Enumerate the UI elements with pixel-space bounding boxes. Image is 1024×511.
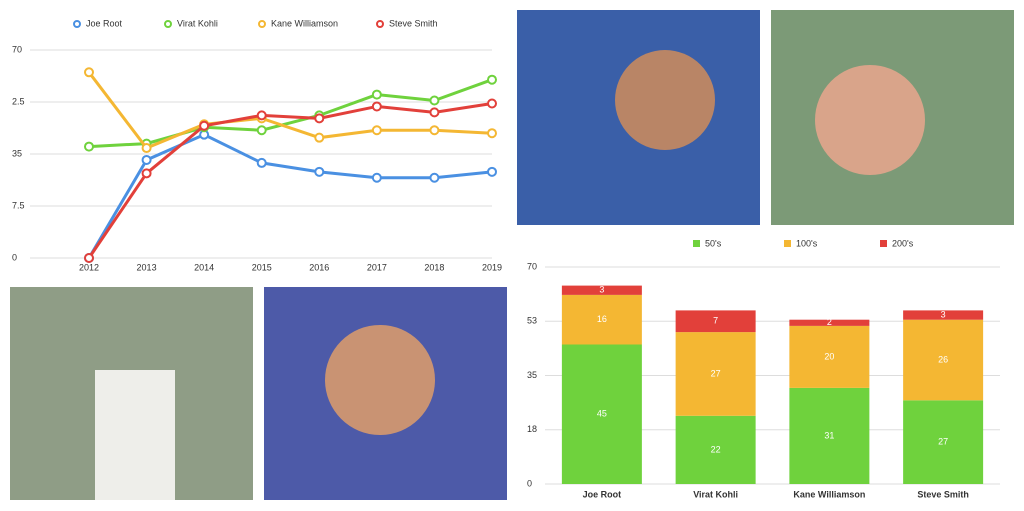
value-label: 3	[599, 285, 604, 295]
line	[87, 102, 493, 259]
point	[141, 168, 152, 179]
line	[87, 133, 493, 259]
x-tick-label: 2013	[137, 262, 157, 272]
value-label: 20	[824, 351, 834, 361]
photo-figure	[95, 370, 175, 500]
value-label: 2	[827, 317, 832, 327]
point	[84, 141, 94, 152]
bar-segment	[903, 319, 984, 401]
point	[429, 107, 440, 118]
legend-marker	[164, 20, 172, 28]
point	[487, 128, 497, 139]
x-tick-label: 2015	[252, 262, 272, 272]
bar-segment	[789, 387, 870, 484]
y-tick-label: 70	[527, 261, 537, 271]
legend-label: 50's	[705, 238, 722, 248]
y-tick-label: 7.5	[12, 200, 25, 210]
y-tick-label: 0	[12, 252, 17, 262]
value-label: 16	[597, 314, 607, 324]
point	[429, 172, 440, 183]
bar-segment	[903, 400, 984, 484]
point	[487, 74, 497, 85]
y-tick-label: 35	[12, 148, 22, 158]
value-label: 45	[597, 409, 607, 419]
point	[314, 113, 325, 124]
x-tick-label: 2012	[79, 262, 99, 272]
x-tick-label: 2016	[309, 262, 329, 272]
x-tick-label: Steve Smith	[917, 489, 969, 499]
point	[371, 101, 382, 112]
point	[314, 132, 325, 143]
x-tick-label: Joe Root	[583, 489, 622, 499]
x-tick-label: Virat Kohli	[693, 489, 738, 499]
point	[256, 125, 267, 136]
value-label: 27	[938, 437, 948, 447]
y-tick-label: 53	[527, 316, 537, 326]
point	[141, 143, 152, 154]
point	[256, 157, 267, 168]
photo-face	[325, 325, 435, 435]
bar-segment	[675, 332, 756, 416]
bar-segment	[675, 415, 756, 484]
legend-marker	[880, 240, 887, 247]
y-tick-label: 0	[527, 478, 532, 488]
bar-segment	[561, 344, 642, 484]
photo-face	[615, 50, 715, 150]
bar-segment	[903, 310, 984, 320]
y-tick-label: 70	[12, 44, 22, 54]
legend-marker	[73, 20, 81, 28]
legend-label: Kane Williamson	[271, 18, 338, 28]
legend-label: 200's	[892, 238, 914, 248]
y-tick-label: 2.5	[12, 96, 25, 106]
x-tick-label: 2017	[367, 262, 387, 272]
value-label: 26	[938, 354, 948, 364]
value-label: 3	[941, 309, 946, 319]
legend-marker	[258, 20, 266, 28]
photo-face	[815, 65, 925, 175]
legend-label: Steve Smith	[389, 18, 438, 28]
bar-segment	[789, 319, 870, 326]
legend-marker	[693, 240, 700, 247]
x-tick-label: 2018	[424, 262, 444, 272]
line	[88, 78, 493, 149]
y-tick-label: 35	[527, 370, 537, 380]
point	[371, 125, 382, 136]
point	[371, 89, 382, 100]
legend-label: Joe Root	[86, 18, 123, 28]
value-label: 31	[824, 430, 834, 440]
point	[429, 95, 440, 106]
legend-label: 100's	[796, 238, 818, 248]
x-tick-label: Kane Williamson	[793, 489, 865, 499]
point	[141, 154, 152, 165]
point	[487, 166, 497, 177]
point	[487, 98, 497, 109]
point	[84, 253, 94, 263]
point	[314, 166, 325, 177]
point	[256, 110, 267, 121]
x-tick-label: 2014	[194, 262, 214, 272]
legend-label: Virat Kohli	[177, 18, 218, 28]
line	[87, 71, 493, 150]
value-label: 22	[711, 444, 721, 454]
legend-marker	[376, 20, 384, 28]
value-label: 7	[713, 316, 718, 326]
point	[199, 120, 210, 131]
point	[84, 67, 94, 78]
bar-segment	[561, 285, 642, 295]
point	[371, 172, 382, 183]
bar-segment	[789, 325, 870, 388]
x-tick-label: 2019	[482, 262, 502, 272]
legend-marker	[784, 240, 791, 247]
point	[429, 125, 440, 136]
y-tick-label: 18	[527, 424, 537, 434]
value-label: 27	[711, 368, 721, 378]
bar-segment	[561, 294, 642, 345]
bar-segment	[675, 310, 756, 333]
